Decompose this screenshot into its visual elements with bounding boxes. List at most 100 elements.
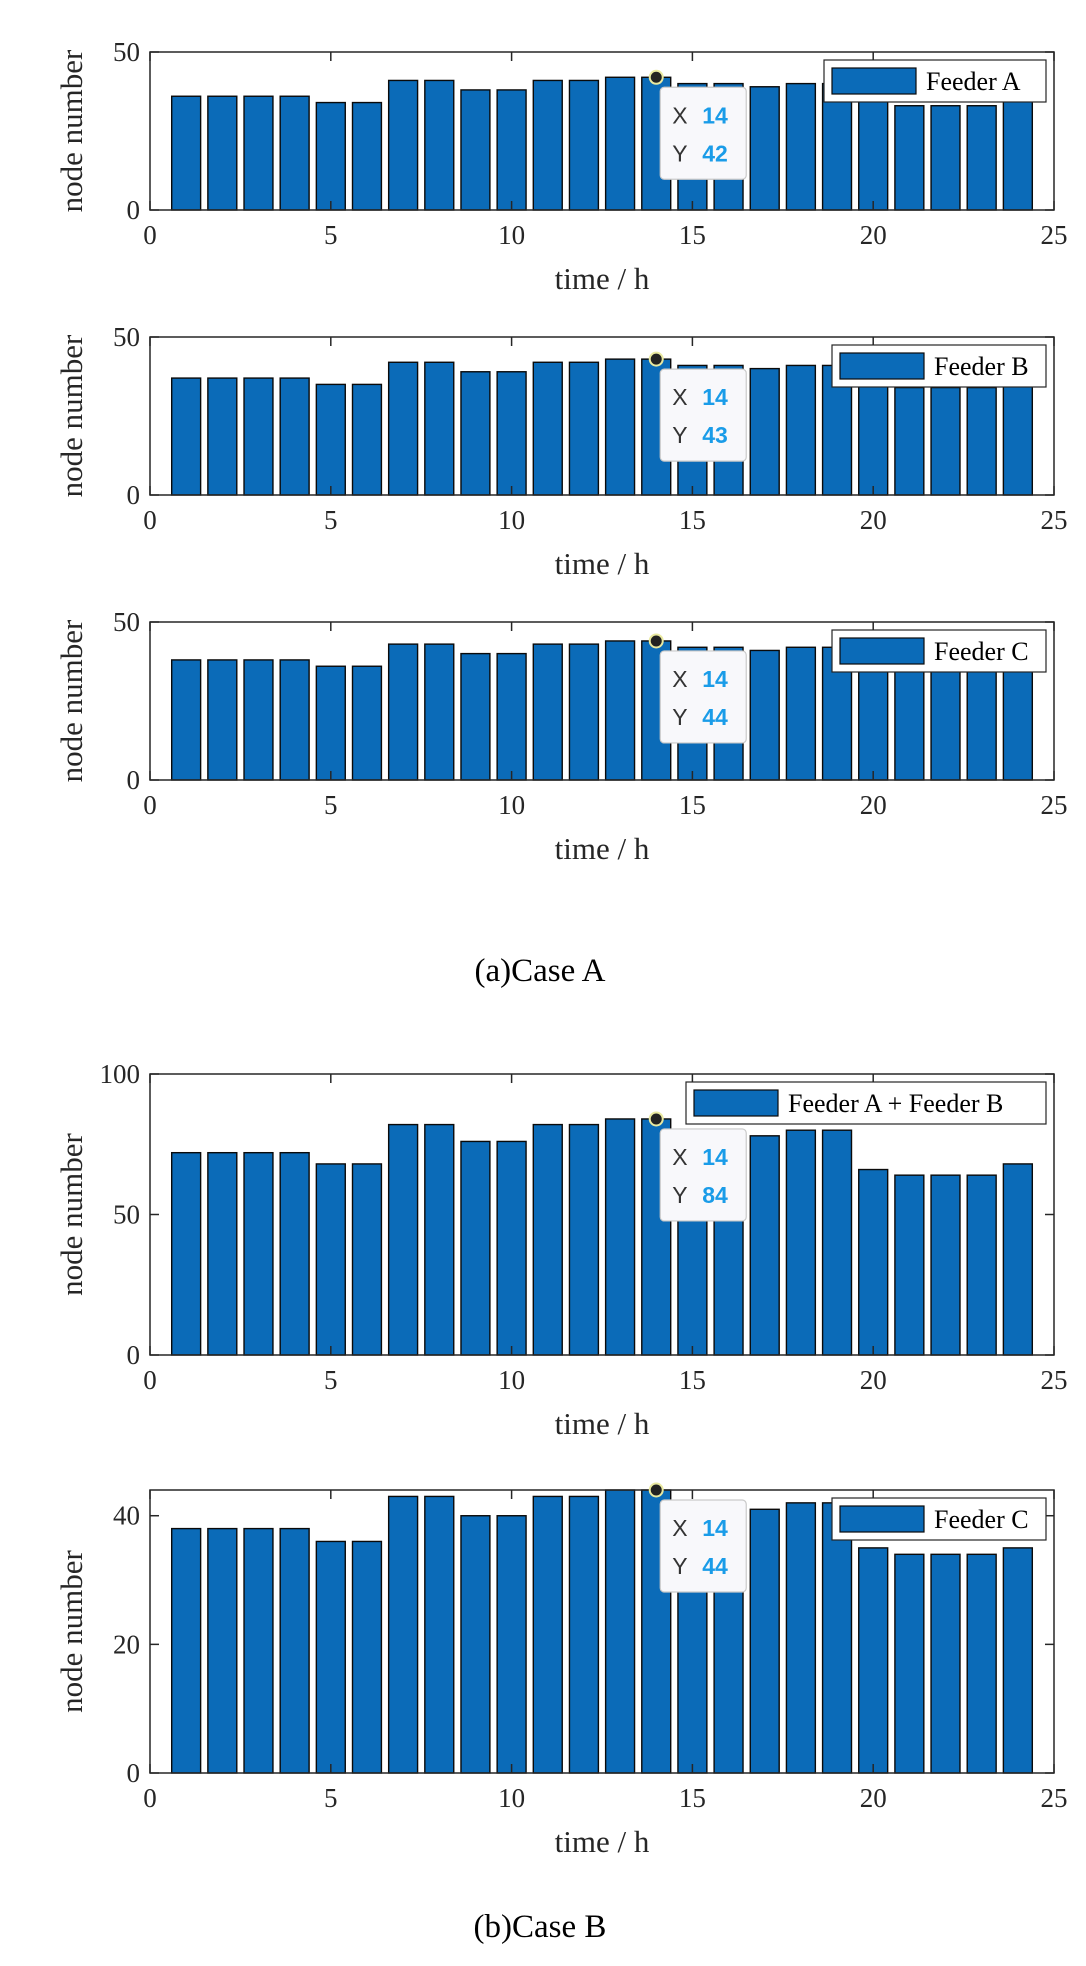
- bar-8: [424, 643, 455, 781]
- bar-11: [532, 361, 563, 496]
- bar-12: [568, 79, 600, 211]
- datatip-marker: [648, 633, 664, 649]
- x-tick-label: 20: [860, 220, 887, 250]
- x-tick-label: 10: [498, 1783, 525, 1813]
- bar-2: [207, 377, 238, 496]
- datatip-box: [659, 86, 747, 180]
- bar-10: [496, 1515, 527, 1774]
- bar-20: [858, 1168, 889, 1356]
- bar-2: [207, 1527, 238, 1774]
- legend: Feeder C: [831, 629, 1047, 673]
- bar-11: [532, 1495, 563, 1774]
- x-tick-label: 10: [498, 790, 525, 820]
- bar-18: [785, 1502, 817, 1774]
- axes-box: [149, 51, 1055, 211]
- x-axis-label: time / h: [555, 1824, 650, 1859]
- x-tick-label: 20: [860, 1365, 887, 1395]
- datatip-y-key: Y: [672, 1553, 687, 1579]
- bar-3: [243, 1151, 274, 1356]
- bar-24: [1002, 380, 1034, 496]
- x-tick-label: 25: [1041, 1783, 1068, 1813]
- datatip-box: [659, 368, 747, 462]
- bar-7: [387, 79, 419, 211]
- datatip-marker: [648, 1482, 664, 1498]
- bar-19: [821, 82, 853, 211]
- datatip-x-key: X: [672, 1515, 687, 1541]
- bar-18: [785, 1129, 817, 1356]
- datatip: X 14 Y 44: [648, 633, 747, 744]
- datatip-x-value: 14: [702, 384, 728, 410]
- bar-24: [1002, 1163, 1034, 1356]
- bar-4: [279, 95, 310, 211]
- bar-12: [568, 1495, 600, 1774]
- bar-6: [351, 383, 383, 496]
- bar-5: [315, 1540, 346, 1774]
- chart-panel-1: 0 5 10 15 20 25 0 50 time / h node number Feeder A…: [54, 37, 1068, 296]
- bar-12: [568, 643, 600, 781]
- caption-case-b: (b)Case B: [474, 1909, 607, 1945]
- bar-20: [858, 662, 889, 781]
- x-tick-label: 15: [679, 505, 706, 535]
- datatip-marker: [648, 69, 664, 85]
- y-axis-label: node number: [54, 619, 89, 782]
- bar-22: [930, 668, 961, 781]
- bar-20: [858, 98, 889, 211]
- bar-9: [460, 1515, 491, 1774]
- bar-10: [496, 89, 527, 211]
- bar-19: [821, 1129, 853, 1356]
- bar-11: [532, 1123, 563, 1356]
- bar-18: [785, 82, 817, 211]
- bar-10: [496, 371, 527, 496]
- bar-12: [568, 361, 600, 496]
- bar-8: [424, 1123, 455, 1356]
- bar-9: [460, 371, 491, 496]
- bar-21: [894, 1553, 925, 1774]
- chart-panel-3: 0 5 10 15 20 25 0 50 time / h node number Feeder C…: [54, 607, 1068, 866]
- x-tick-label: 0: [143, 1783, 157, 1813]
- datatip-y-key: Y: [672, 704, 687, 730]
- x-tick-label: 15: [679, 220, 706, 250]
- datatip-y-key: Y: [672, 422, 687, 448]
- caption-case-a: (a)Case A: [474, 953, 605, 989]
- datatip-y-value: 84: [702, 1182, 728, 1208]
- bar-1: [170, 659, 202, 781]
- bar-22: [930, 386, 961, 496]
- x-axis-label: time / h: [555, 261, 650, 296]
- legend-label: Feeder A + Feeder B: [788, 1089, 1003, 1118]
- bar-10: [496, 1140, 527, 1356]
- bar-17: [749, 86, 780, 211]
- legend-box: [823, 59, 1047, 103]
- y-tick-label: 100: [100, 1059, 141, 1089]
- bar-4: [279, 1527, 310, 1774]
- y-tick-label: 0: [127, 765, 141, 795]
- y-tick-label: 50: [113, 37, 140, 67]
- axes-box: [149, 1489, 1055, 1774]
- x-tick-label: 0: [143, 505, 157, 535]
- bar-19: [821, 1502, 853, 1774]
- bar-6: [351, 101, 383, 211]
- x-tick-label: 5: [324, 505, 338, 535]
- bar-13: [604, 1489, 636, 1774]
- y-tick-label: 0: [127, 195, 141, 225]
- bar-21: [894, 105, 925, 211]
- bar-5: [315, 665, 346, 781]
- datatip: X 14 Y 84: [648, 1111, 747, 1222]
- bar-12: [568, 1123, 600, 1356]
- bar-22: [930, 1174, 961, 1356]
- bar-8: [424, 1495, 455, 1774]
- legend: Feeder A + Feeder B: [685, 1081, 1047, 1125]
- legend-swatch: [693, 1089, 779, 1117]
- bar-22: [930, 105, 961, 211]
- datatip-y-key: Y: [672, 140, 687, 166]
- axes-box: [149, 336, 1055, 496]
- x-tick-label: 5: [324, 790, 338, 820]
- legend: Feeder A: [823, 59, 1047, 103]
- bar-10: [496, 652, 527, 781]
- datatip-box: [659, 650, 747, 744]
- bar-9: [460, 652, 491, 781]
- y-tick-label: 20: [113, 1629, 140, 1659]
- y-axis-label: node number: [54, 1132, 89, 1295]
- bar-1: [170, 1151, 202, 1356]
- x-tick-label: 25: [1041, 505, 1068, 535]
- x-tick-label: 15: [679, 1365, 706, 1395]
